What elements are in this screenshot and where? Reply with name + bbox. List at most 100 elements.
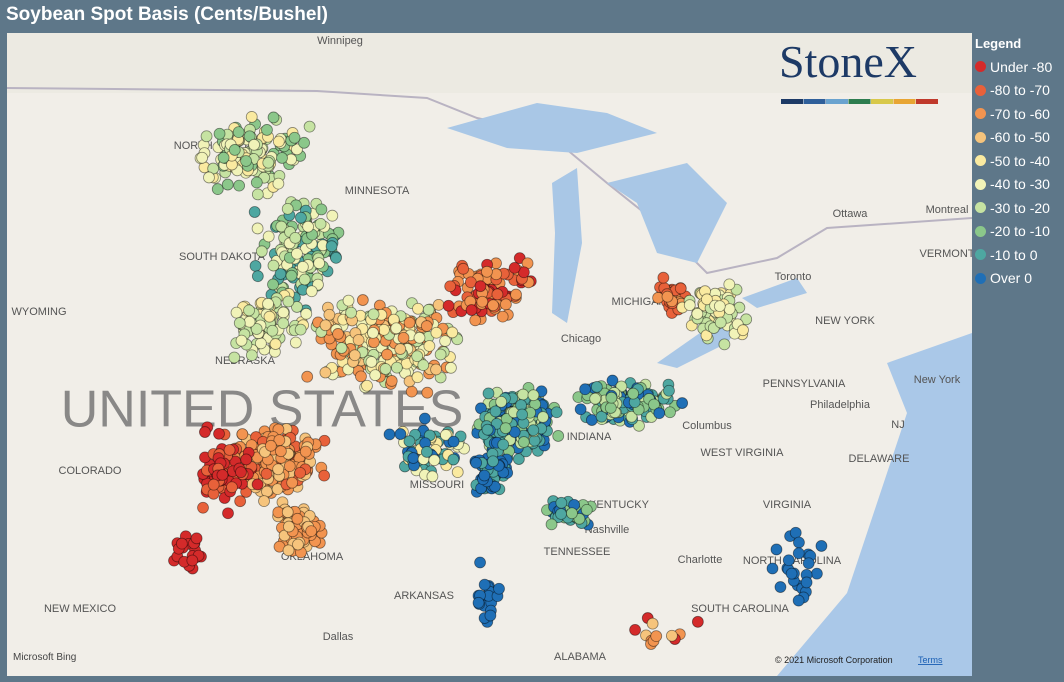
site-marker[interactable] (289, 336, 302, 349)
site-marker[interactable] (356, 294, 369, 306)
site-marker[interactable] (216, 469, 229, 481)
site-marker[interactable] (260, 467, 273, 480)
site-marker[interactable] (517, 436, 530, 448)
site-marker[interactable] (434, 348, 447, 361)
site-marker[interactable] (420, 320, 433, 332)
site-marker[interactable] (484, 609, 497, 622)
site-marker[interactable] (289, 231, 302, 244)
site-marker[interactable] (291, 143, 303, 156)
site-marker[interactable] (390, 322, 403, 335)
site-marker[interactable] (740, 313, 753, 326)
site-marker[interactable] (199, 426, 211, 438)
site-marker[interactable] (650, 630, 663, 642)
site-marker[interactable] (313, 257, 326, 270)
site-marker[interactable] (315, 203, 328, 216)
legend-item[interactable]: Over 0 (975, 267, 1052, 291)
site-marker[interactable] (269, 338, 282, 350)
site-marker[interactable] (248, 138, 260, 151)
site-marker[interactable] (714, 316, 727, 329)
site-marker[interactable] (298, 273, 311, 286)
site-marker[interactable] (476, 295, 489, 308)
site-marker[interactable] (737, 324, 749, 337)
site-marker[interactable] (457, 262, 470, 275)
site-marker[interactable] (493, 582, 505, 595)
site-marker[interactable] (274, 268, 287, 280)
site-marker[interactable] (446, 326, 459, 339)
site-marker[interactable] (348, 349, 361, 362)
site-marker[interactable] (197, 501, 209, 514)
site-marker[interactable] (447, 435, 460, 448)
site-marker[interactable] (352, 334, 365, 346)
site-marker[interactable] (465, 304, 478, 316)
site-marker[interactable] (291, 512, 304, 525)
site-marker[interactable] (718, 338, 731, 351)
site-marker[interactable] (394, 428, 407, 440)
site-marker[interactable] (277, 306, 290, 319)
legend-item[interactable]: Under -80 (975, 55, 1052, 79)
site-marker[interactable] (355, 370, 367, 383)
site-marker[interactable] (766, 562, 779, 575)
site-marker[interactable] (510, 288, 522, 301)
site-marker[interactable] (367, 326, 379, 339)
site-marker[interactable] (430, 363, 442, 376)
site-marker[interactable] (190, 532, 203, 545)
site-marker[interactable] (802, 557, 815, 570)
site-marker[interactable] (633, 419, 645, 432)
site-marker[interactable] (474, 280, 487, 293)
site-marker[interactable] (701, 293, 713, 306)
site-marker[interactable] (262, 230, 275, 243)
site-marker[interactable] (186, 554, 199, 567)
site-marker[interactable] (323, 308, 336, 321)
site-marker[interactable] (274, 445, 287, 458)
site-marker[interactable] (422, 303, 435, 316)
site-marker[interactable] (691, 615, 704, 628)
site-marker[interactable] (277, 317, 290, 330)
site-marker[interactable] (574, 403, 587, 416)
legend-item[interactable]: -70 to -60 (975, 102, 1052, 126)
site-marker[interactable] (251, 270, 264, 283)
site-marker[interactable] (792, 547, 805, 560)
site-marker[interactable] (365, 356, 378, 368)
site-marker[interactable] (478, 578, 491, 591)
site-marker[interactable] (369, 369, 382, 382)
site-marker[interactable] (286, 476, 299, 489)
site-marker[interactable] (222, 507, 234, 520)
site-marker[interactable] (251, 222, 264, 235)
site-marker[interactable] (235, 334, 248, 347)
site-marker[interactable] (550, 406, 563, 419)
site-marker[interactable] (283, 460, 296, 473)
site-marker[interactable] (295, 211, 307, 224)
site-marker[interactable] (251, 188, 264, 201)
site-marker[interactable] (412, 302, 424, 315)
site-marker[interactable] (439, 429, 452, 441)
site-marker[interactable] (579, 383, 592, 396)
site-marker[interactable] (213, 127, 226, 140)
site-marker[interactable] (648, 398, 660, 411)
site-marker[interactable] (228, 144, 241, 156)
site-marker[interactable] (426, 470, 439, 483)
site-marker[interactable] (282, 520, 295, 533)
site-marker[interactable] (723, 303, 736, 316)
site-marker[interactable] (298, 136, 310, 149)
site-marker[interactable] (615, 380, 628, 393)
site-marker[interactable] (629, 623, 641, 636)
site-marker[interactable] (294, 466, 307, 479)
site-marker[interactable] (407, 452, 420, 464)
legend-item[interactable]: -20 to -10 (975, 220, 1052, 244)
site-marker[interactable] (589, 392, 602, 405)
site-marker[interactable] (318, 469, 331, 482)
site-marker[interactable] (517, 388, 529, 401)
site-marker[interactable] (782, 554, 795, 567)
site-marker[interactable] (397, 331, 410, 344)
site-marker[interactable] (263, 310, 276, 323)
site-marker[interactable] (646, 617, 659, 630)
site-marker[interactable] (445, 361, 457, 374)
site-marker[interactable] (213, 427, 225, 440)
site-marker[interactable] (605, 391, 618, 404)
site-marker[interactable] (319, 319, 332, 332)
site-marker[interactable] (211, 183, 224, 195)
site-marker[interactable] (420, 446, 433, 458)
site-marker[interactable] (464, 276, 477, 289)
site-marker[interactable] (335, 342, 348, 354)
site-marker[interactable] (810, 567, 823, 580)
